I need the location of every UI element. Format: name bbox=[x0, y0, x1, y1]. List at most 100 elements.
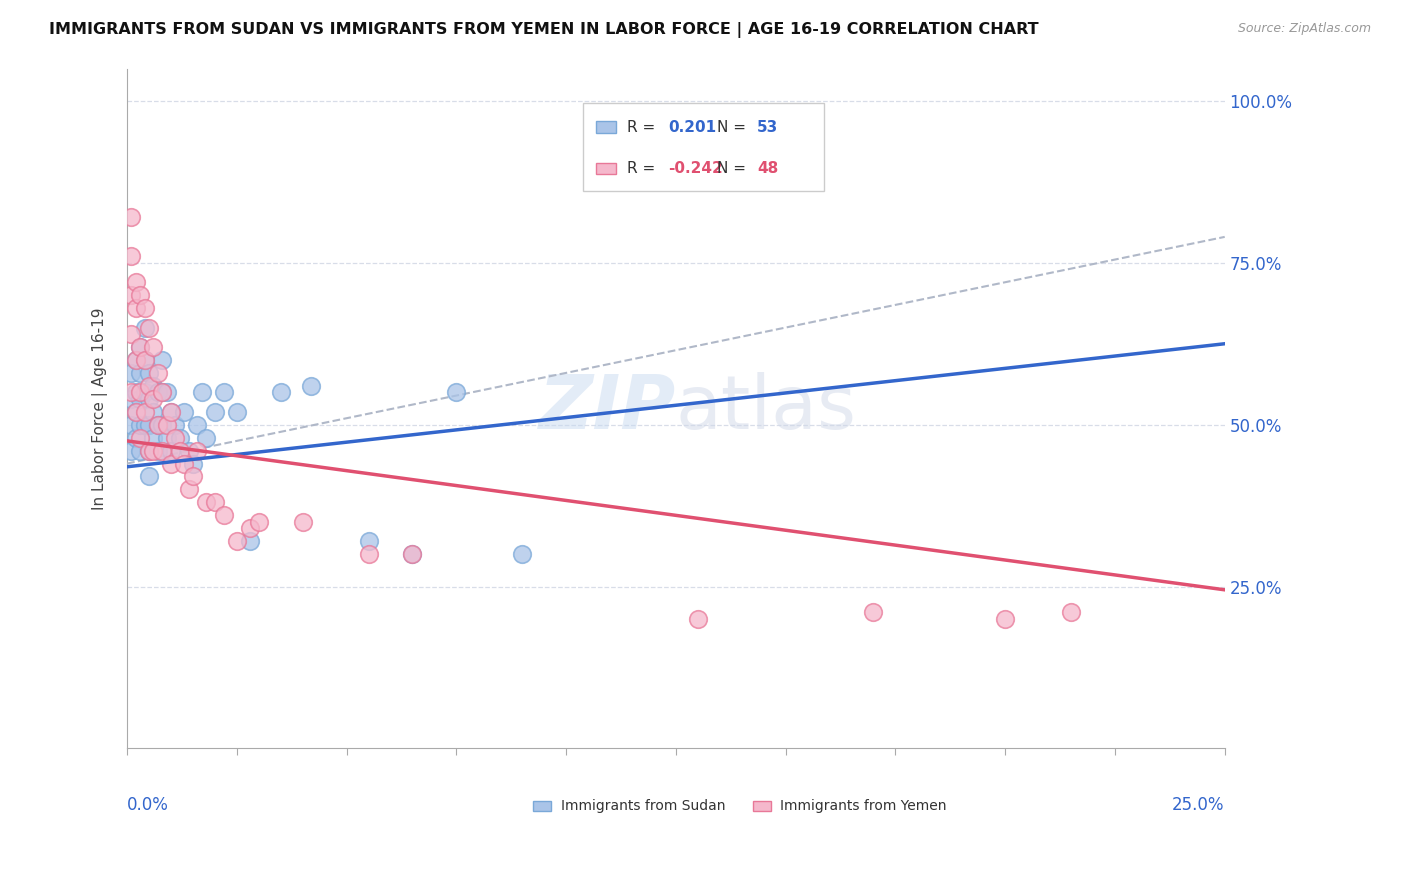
Point bbox=[204, 405, 226, 419]
Point bbox=[134, 320, 156, 334]
Point bbox=[121, 211, 143, 225]
Point bbox=[125, 353, 148, 368]
Point bbox=[155, 431, 177, 445]
Point bbox=[134, 353, 156, 368]
Point bbox=[446, 385, 468, 400]
Point bbox=[146, 417, 169, 432]
Point bbox=[150, 417, 173, 432]
Point bbox=[177, 443, 200, 458]
Point bbox=[129, 417, 152, 432]
Point bbox=[146, 366, 169, 380]
Text: R =: R = bbox=[627, 120, 659, 135]
Point bbox=[142, 431, 165, 445]
Point bbox=[138, 469, 160, 483]
FancyBboxPatch shape bbox=[596, 162, 616, 174]
Point bbox=[510, 547, 533, 561]
Point bbox=[169, 431, 191, 445]
Y-axis label: In Labor Force | Age 16-19: In Labor Force | Age 16-19 bbox=[93, 307, 108, 509]
Point bbox=[129, 392, 152, 406]
Point bbox=[125, 405, 148, 419]
Point bbox=[146, 417, 169, 432]
Point bbox=[129, 366, 152, 380]
Point bbox=[155, 417, 177, 432]
Text: IMMIGRANTS FROM SUDAN VS IMMIGRANTS FROM YEMEN IN LABOR FORCE | AGE 16-19 CORREL: IMMIGRANTS FROM SUDAN VS IMMIGRANTS FROM… bbox=[49, 22, 1039, 38]
Point bbox=[121, 392, 143, 406]
Point bbox=[125, 405, 148, 419]
Point bbox=[134, 417, 156, 432]
Point bbox=[125, 275, 148, 289]
Point bbox=[138, 443, 160, 458]
Text: R =: R = bbox=[627, 161, 659, 177]
Point bbox=[150, 385, 173, 400]
Point bbox=[121, 443, 143, 458]
Point bbox=[150, 385, 173, 400]
Point bbox=[138, 443, 160, 458]
Point bbox=[239, 521, 262, 535]
Point bbox=[142, 379, 165, 393]
Point bbox=[160, 405, 183, 419]
Point bbox=[121, 326, 143, 341]
Point bbox=[1060, 606, 1083, 620]
Point bbox=[195, 431, 218, 445]
Text: ZIP: ZIP bbox=[538, 372, 676, 445]
Point bbox=[212, 385, 235, 400]
Point bbox=[134, 385, 156, 400]
Point bbox=[121, 288, 143, 302]
Point bbox=[129, 340, 152, 354]
Point bbox=[190, 385, 212, 400]
Text: 48: 48 bbox=[756, 161, 779, 177]
Point bbox=[129, 431, 152, 445]
Point bbox=[181, 469, 204, 483]
Text: Immigrants from Sudan: Immigrants from Sudan bbox=[561, 799, 725, 814]
Point bbox=[357, 547, 380, 561]
Text: atlas: atlas bbox=[676, 372, 856, 445]
Point bbox=[291, 515, 314, 529]
Text: 25.0%: 25.0% bbox=[1173, 796, 1225, 814]
Point bbox=[686, 612, 709, 626]
Point bbox=[401, 547, 423, 561]
Point bbox=[134, 405, 156, 419]
FancyBboxPatch shape bbox=[752, 801, 770, 811]
Point bbox=[150, 443, 173, 458]
Point bbox=[239, 534, 262, 549]
FancyBboxPatch shape bbox=[582, 103, 824, 191]
Text: N =: N = bbox=[717, 120, 751, 135]
Point bbox=[247, 515, 270, 529]
Point bbox=[173, 457, 195, 471]
Point bbox=[129, 288, 152, 302]
Point bbox=[160, 457, 183, 471]
Point bbox=[121, 385, 143, 400]
Point bbox=[186, 443, 208, 458]
Point bbox=[138, 320, 160, 334]
Point bbox=[165, 417, 187, 432]
Point bbox=[125, 385, 148, 400]
Text: Immigrants from Yemen: Immigrants from Yemen bbox=[780, 799, 946, 814]
Text: Source: ZipAtlas.com: Source: ZipAtlas.com bbox=[1237, 22, 1371, 36]
Point bbox=[142, 443, 165, 458]
Point bbox=[225, 405, 247, 419]
Point bbox=[142, 340, 165, 354]
Point bbox=[160, 443, 183, 458]
Point bbox=[204, 495, 226, 509]
Point bbox=[862, 606, 884, 620]
Text: 0.0%: 0.0% bbox=[127, 796, 169, 814]
Point bbox=[212, 508, 235, 523]
Point bbox=[994, 612, 1017, 626]
Text: -0.242: -0.242 bbox=[668, 161, 723, 177]
Point bbox=[169, 443, 191, 458]
Point bbox=[165, 431, 187, 445]
Point bbox=[186, 417, 208, 432]
Point bbox=[121, 249, 143, 263]
Point bbox=[177, 483, 200, 497]
Point bbox=[225, 534, 247, 549]
Point bbox=[129, 385, 152, 400]
Point bbox=[121, 366, 143, 380]
Point bbox=[195, 495, 218, 509]
Point bbox=[125, 353, 148, 368]
FancyBboxPatch shape bbox=[533, 801, 551, 811]
Point bbox=[129, 340, 152, 354]
Point bbox=[155, 385, 177, 400]
Point bbox=[173, 405, 195, 419]
Point bbox=[138, 417, 160, 432]
Point bbox=[138, 366, 160, 380]
